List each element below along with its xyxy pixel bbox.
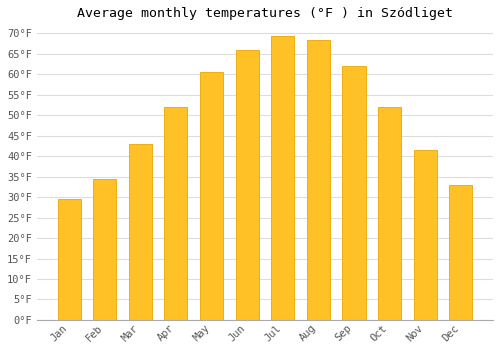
Bar (128, 144, 152, 320)
Bar (93, 179, 116, 320)
Title: Average monthly temperatures (°F ) in Szódliget: Average monthly temperatures (°F ) in Sz… (77, 7, 453, 20)
Bar (414, 150, 436, 320)
Bar (378, 107, 401, 320)
Bar (307, 40, 330, 320)
Bar (342, 66, 365, 320)
Bar (200, 72, 223, 320)
Bar (236, 50, 258, 320)
Bar (271, 35, 294, 320)
Bar (164, 107, 188, 320)
Bar (58, 199, 80, 320)
Bar (449, 185, 472, 320)
